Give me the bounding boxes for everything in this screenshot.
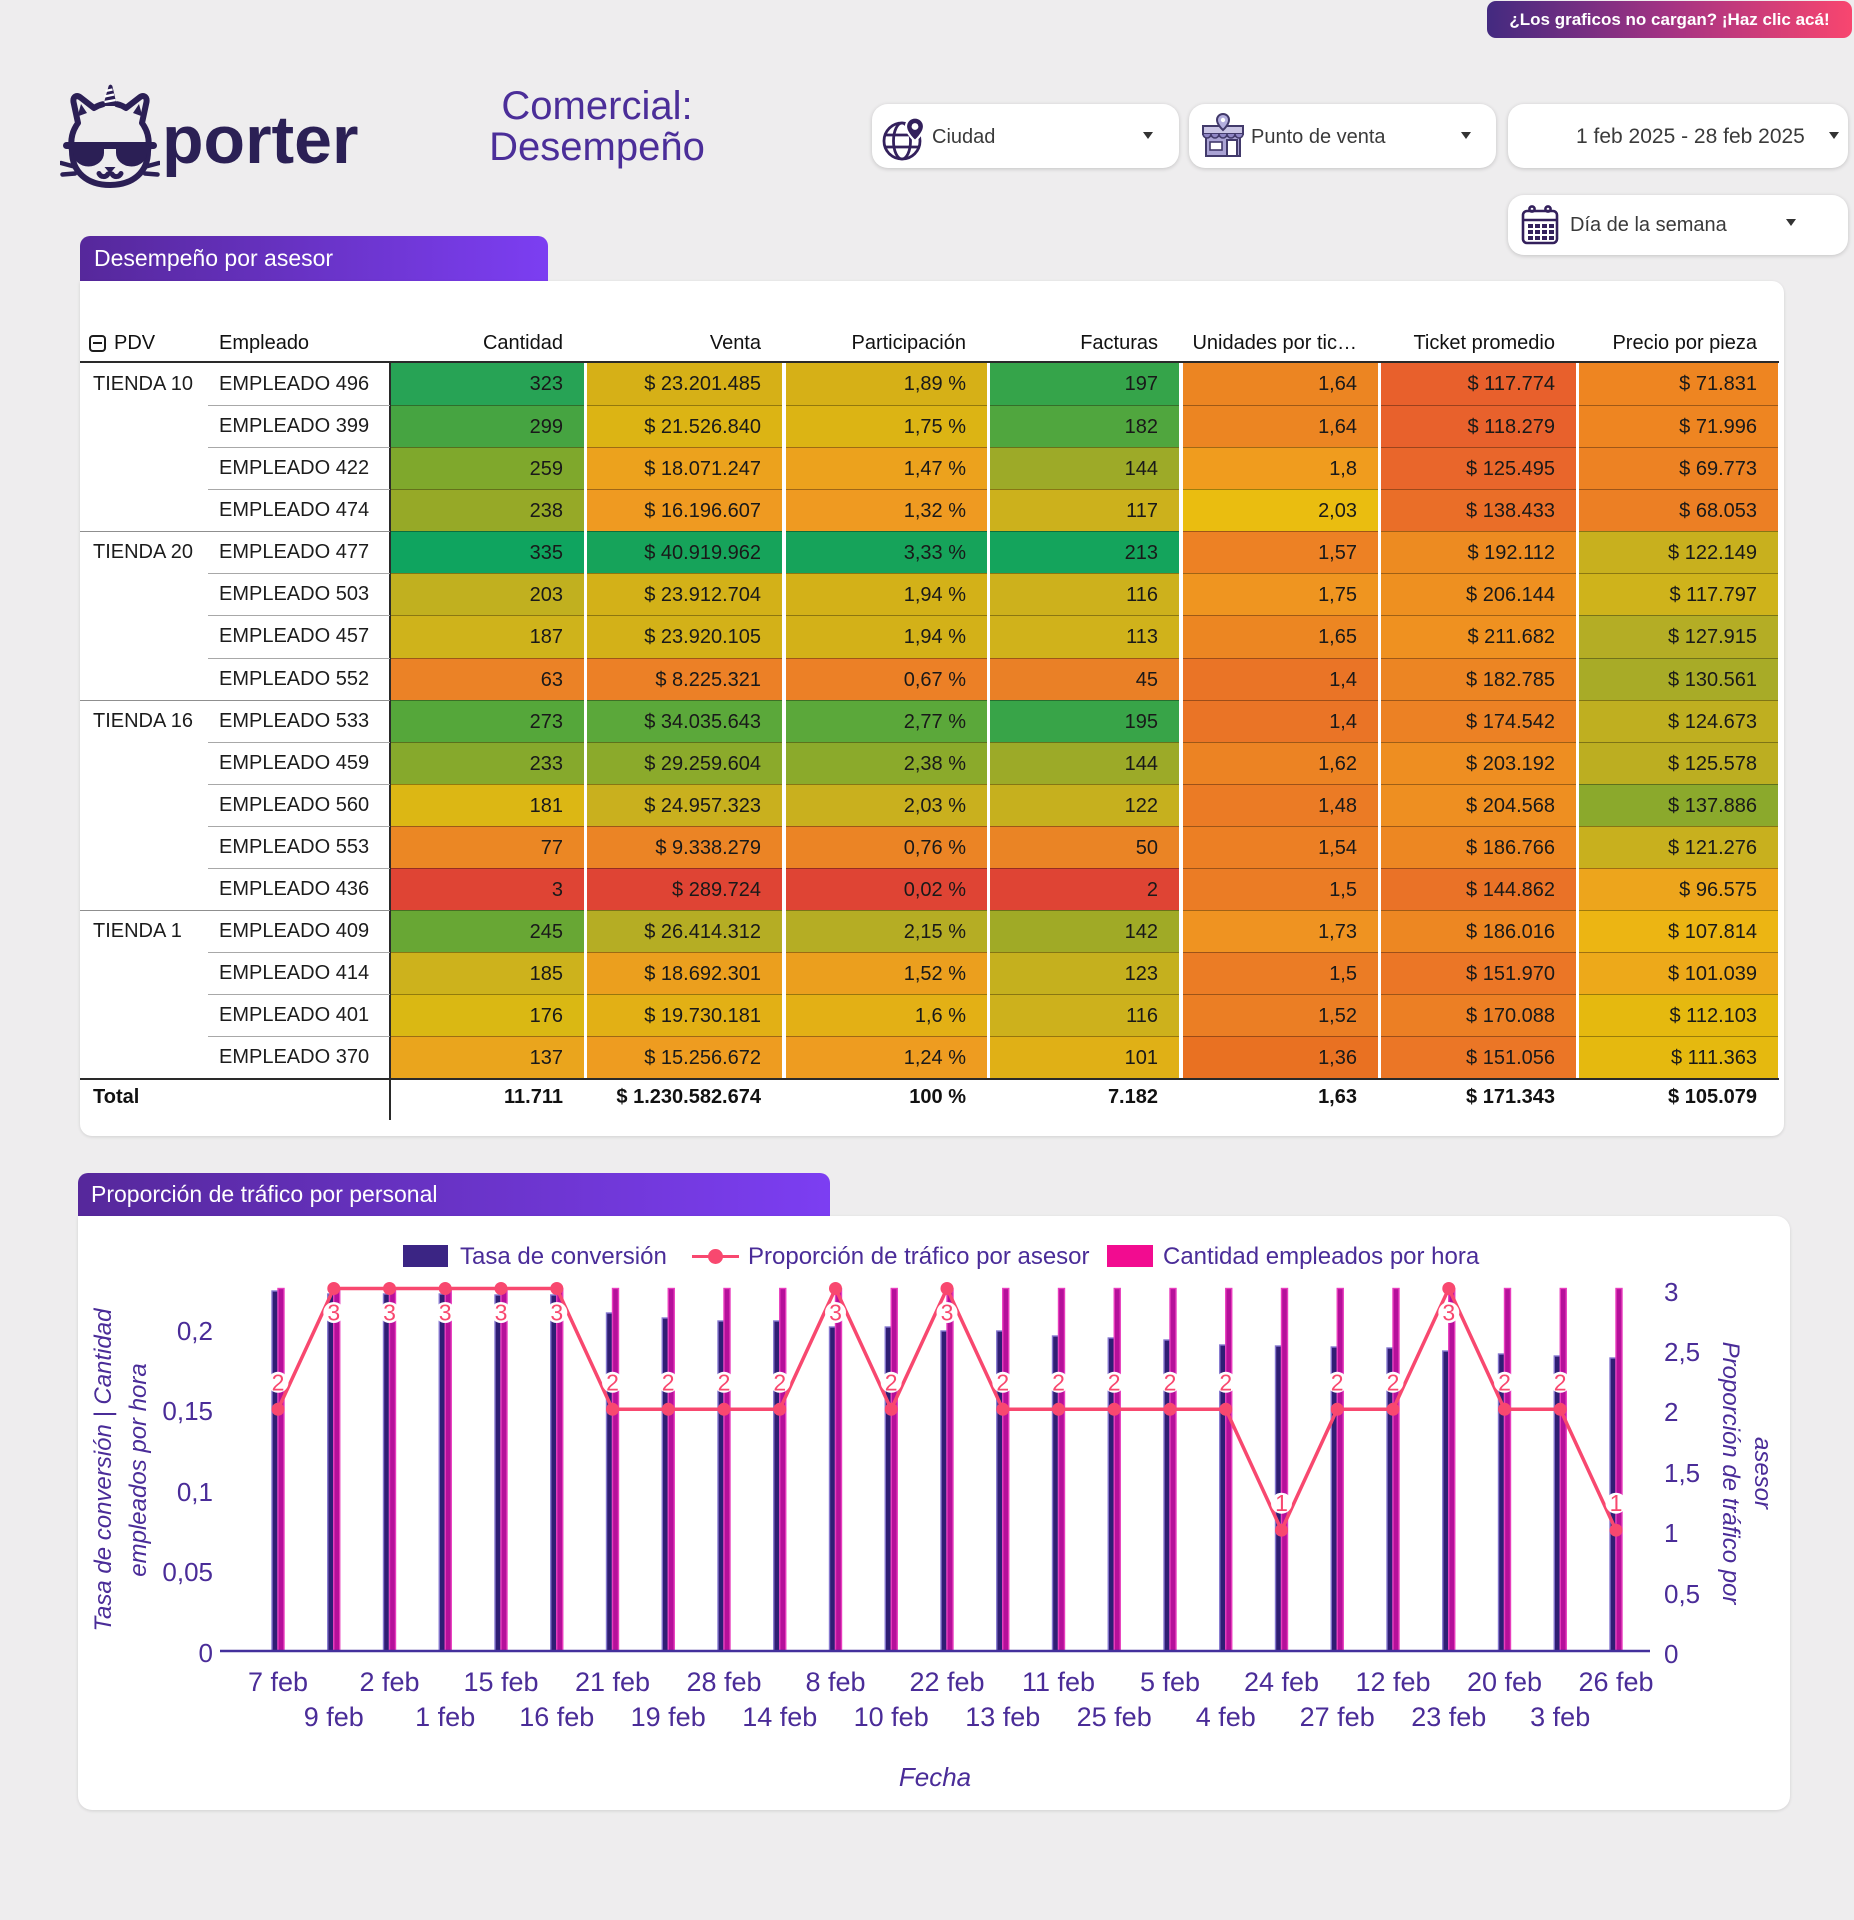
svg-text:2: 2 <box>1108 1369 1121 1395</box>
svg-text:3: 3 <box>439 1300 452 1326</box>
svg-text:2: 2 <box>885 1369 898 1395</box>
svg-text:2: 2 <box>718 1369 731 1395</box>
svg-text:2: 2 <box>1498 1369 1511 1395</box>
svg-text:2: 2 <box>272 1369 285 1395</box>
svg-text:2: 2 <box>1052 1369 1065 1395</box>
svg-text:3: 3 <box>829 1300 842 1326</box>
svg-text:2: 2 <box>1164 1369 1177 1395</box>
svg-text:1: 1 <box>1610 1490 1623 1516</box>
svg-text:2: 2 <box>1331 1369 1344 1395</box>
svg-text:3: 3 <box>1442 1300 1455 1326</box>
svg-text:3: 3 <box>327 1300 340 1326</box>
svg-text:3: 3 <box>550 1300 563 1326</box>
svg-text:3: 3 <box>383 1300 396 1326</box>
svg-text:2: 2 <box>662 1369 675 1395</box>
svg-text:2: 2 <box>606 1369 619 1395</box>
svg-text:3: 3 <box>941 1300 954 1326</box>
svg-text:2: 2 <box>1554 1369 1567 1395</box>
svg-text:2: 2 <box>1219 1369 1232 1395</box>
svg-text:3: 3 <box>495 1300 508 1326</box>
svg-text:2: 2 <box>1387 1369 1400 1395</box>
svg-text:2: 2 <box>773 1369 786 1395</box>
svg-text:1: 1 <box>1275 1490 1288 1516</box>
svg-text:2: 2 <box>996 1369 1009 1395</box>
